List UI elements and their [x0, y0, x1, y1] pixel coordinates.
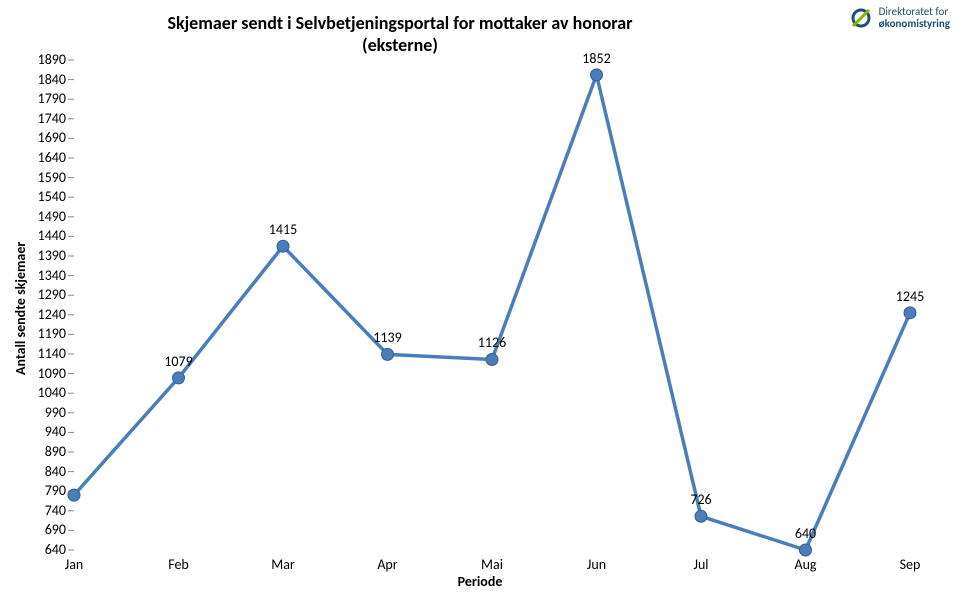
logo-line2: økonomistyring	[879, 17, 950, 30]
x-tick-label: Aug	[794, 556, 816, 573]
y-tick-label: 1240	[26, 306, 66, 323]
branding-logo: Direktoratet for økonomistyring	[850, 6, 950, 30]
data-label: 726	[690, 491, 711, 508]
data-label: 1079	[164, 353, 192, 370]
data-marker	[800, 544, 812, 556]
y-tick-label: 1690	[26, 129, 66, 146]
data-marker	[68, 489, 80, 501]
chart-svg	[0, 0, 960, 592]
y-tick-label: 690	[26, 521, 66, 538]
data-marker	[277, 240, 289, 252]
x-tick-label: Sep	[900, 556, 921, 573]
data-marker	[591, 69, 603, 81]
y-tick-label: 1590	[26, 169, 66, 186]
y-tick-label: 1440	[26, 227, 66, 244]
data-label: 1415	[269, 221, 297, 238]
data-label: 1139	[373, 329, 401, 346]
x-tick-label: Jan	[65, 556, 84, 573]
y-tick-label: 1190	[26, 325, 66, 342]
logo-icon	[850, 7, 872, 29]
y-tick-label: 640	[26, 541, 66, 558]
y-tick-label: 1340	[26, 267, 66, 284]
y-tick-label: 840	[26, 463, 66, 480]
y-tick-label: 940	[26, 423, 66, 440]
x-tick-label: Mar	[271, 556, 295, 573]
y-tick-label: 1040	[26, 384, 66, 401]
data-marker	[173, 372, 185, 384]
data-label: 1852	[582, 50, 610, 67]
x-tick-label: Jun	[587, 556, 606, 573]
x-tick-label: Apr	[377, 556, 397, 573]
y-tick-label: 1790	[26, 90, 66, 107]
y-tick-label: 1740	[26, 110, 66, 127]
data-marker	[695, 510, 707, 522]
data-label: 1245	[896, 288, 924, 305]
y-tick-label: 1490	[26, 208, 66, 225]
chart-container: Skjemaer sendt i Selvbetjeningsportal fo…	[0, 0, 960, 592]
y-tick-label: 790	[26, 482, 66, 499]
y-tick-label: 890	[26, 443, 66, 460]
line-series	[74, 75, 910, 550]
logo-line1: Direktoratet for	[879, 5, 948, 18]
y-tick-label: 1640	[26, 149, 66, 166]
y-tick-label: 1390	[26, 247, 66, 264]
x-tick-label: Feb	[168, 556, 189, 573]
y-tick-label: 1140	[26, 345, 66, 362]
y-tick-label: 1540	[26, 188, 66, 205]
data-marker	[486, 353, 498, 365]
data-marker	[382, 348, 394, 360]
y-tick-label: 1890	[26, 51, 66, 68]
data-label: 1126	[478, 334, 506, 351]
y-tick-label: 1290	[26, 286, 66, 303]
y-tick-label: 990	[26, 404, 66, 421]
y-tick-label: 1090	[26, 365, 66, 382]
x-tick-label: Mai	[481, 556, 503, 573]
data-label: 640	[795, 525, 816, 542]
y-tick-label: 740	[26, 502, 66, 519]
data-marker	[904, 307, 916, 319]
x-tick-label: Jul	[693, 556, 708, 573]
y-tick-label: 1840	[26, 71, 66, 88]
